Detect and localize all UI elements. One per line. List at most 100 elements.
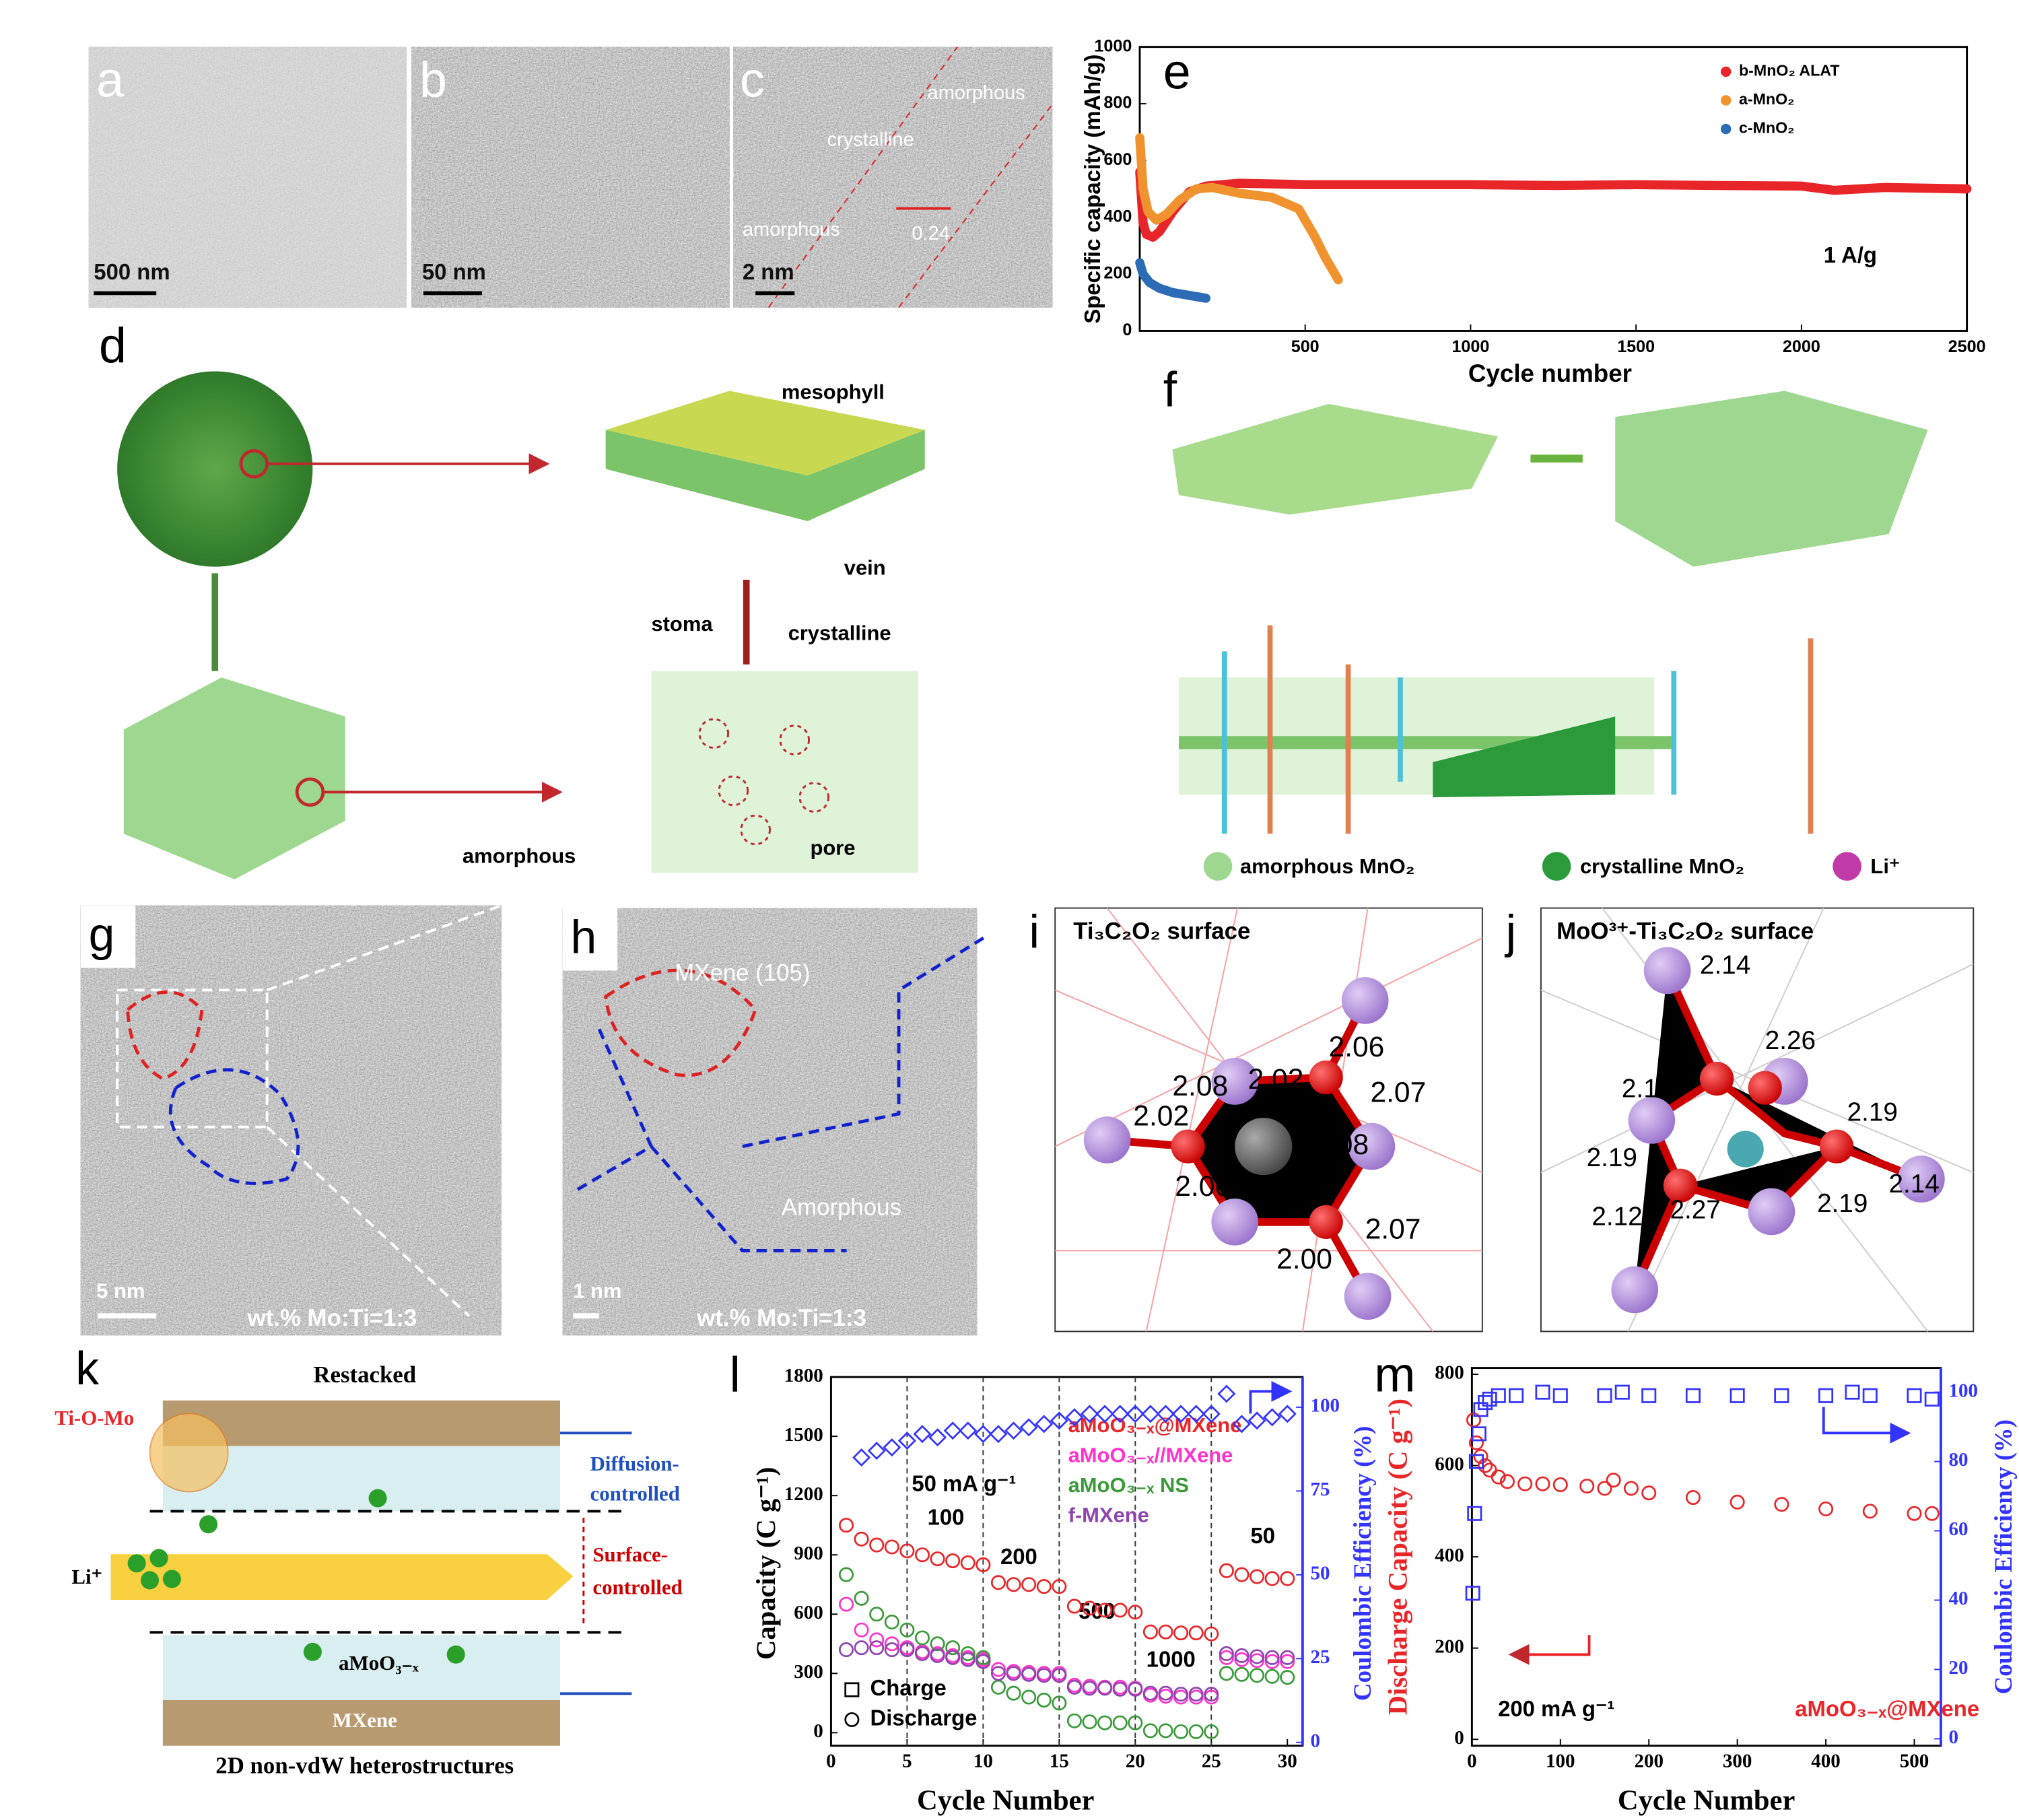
annotation: 50 mA g⁻¹ [912, 1471, 1016, 1495]
data-point [1173, 1687, 1189, 1702]
data-point [976, 1654, 991, 1669]
panel-label: k [75, 1342, 99, 1394]
scale-label: 2 nm [743, 259, 794, 284]
x-tick-label: 1000 [1451, 337, 1489, 356]
bond-length: 2.19 [1587, 1143, 1637, 1172]
data-point [1467, 1506, 1482, 1521]
bond-length: 2.12 [1592, 1202, 1642, 1231]
data-point [1141, 1405, 1160, 1423]
data-point [1004, 1421, 1023, 1440]
annotation: vein [844, 556, 886, 580]
data-point [930, 1636, 945, 1652]
zoom-box [116, 988, 269, 1128]
tem-g [80, 905, 502, 1336]
atoms-ti [1083, 977, 1396, 1320]
annotation: amorphous [928, 82, 1025, 104]
legend-entry: f-MXene [1068, 1503, 1149, 1526]
chart-arrows [1249, 1380, 1911, 1665]
data-point [1097, 1681, 1113, 1696]
data-point [1156, 1405, 1175, 1423]
panel-label: d [99, 317, 127, 373]
data-point [945, 1553, 961, 1569]
bond-length: 2.14 [1889, 1170, 1940, 1199]
panel-label: i [1029, 906, 1039, 958]
annotation: wt.% Mo:Ti=1:3 [247, 1305, 417, 1331]
data-point [1509, 1388, 1524, 1403]
annotation: 200 mA g⁻¹ [1498, 1696, 1614, 1721]
data-point [1219, 1650, 1234, 1665]
y-tick-label: 200 [1435, 1636, 1464, 1657]
data-point [1730, 1388, 1745, 1403]
data-point [854, 1640, 869, 1656]
data-point [1280, 1571, 1295, 1586]
data-point [1082, 1714, 1097, 1730]
data-point [990, 1575, 1006, 1590]
bond-length: 2.00 [1276, 1243, 1332, 1275]
data-point [1907, 1388, 1922, 1403]
bond-length: 2.02 [1133, 1100, 1189, 1132]
data-point [869, 1537, 885, 1553]
data-point [1280, 1670, 1295, 1685]
x-tick-label: 15 [1050, 1751, 1069, 1772]
x-tick-label: 100 [1546, 1751, 1575, 1772]
bond-length: 2.07 [1370, 1077, 1426, 1109]
data-point [1471, 1426, 1486, 1442]
data-point [1491, 1469, 1506, 1485]
illustration-f [1172, 391, 1928, 881]
data-point [1250, 1649, 1265, 1664]
data-point [884, 1636, 899, 1652]
data-point [1097, 1603, 1113, 1618]
moo3-layer [162, 1446, 560, 1512]
legend-entry: c-MnO₂ [1739, 119, 1794, 137]
label-box [80, 905, 136, 968]
data-point [897, 1431, 916, 1450]
data-point [1052, 1695, 1067, 1711]
data-point [1250, 1569, 1265, 1584]
y-tick-label: 0 [1122, 321, 1132, 339]
data-point [1641, 1388, 1657, 1403]
legend-marker [1720, 66, 1732, 77]
bond-length: 2.08 [1313, 1128, 1369, 1161]
annotation: Li⁺ [71, 1565, 102, 1588]
data-point [1036, 1579, 1052, 1594]
y2-tick-label: 25 [1310, 1646, 1330, 1668]
data-point [1468, 1454, 1484, 1469]
illustration-d [117, 371, 925, 880]
x-axis-title: Cycle Number [917, 1785, 1095, 1817]
data-point [1019, 1418, 1038, 1437]
bond-length: 2.06 [1329, 1031, 1385, 1063]
atoms-o [1171, 1060, 1343, 1240]
y2-tick-label: 0 [1949, 1726, 1959, 1748]
data-point [930, 1551, 945, 1567]
data-point [930, 1648, 945, 1663]
annotation: 0.24 [912, 223, 949, 244]
data-point [1066, 1679, 1082, 1695]
chart: 500 1000 1500 2000 2500 0 200 400 600 800 1000 e Cyc… [1080, 36, 1986, 387]
annotation: wt.% Mo:Ti=1:3 [696, 1305, 866, 1331]
axis-arrow [1249, 1380, 1293, 1414]
data-point [1499, 1474, 1515, 1489]
data-point [1097, 1715, 1113, 1730]
annotation: Surface- [592, 1543, 668, 1566]
annotation: Diffusion- [590, 1452, 679, 1475]
data-point [1128, 1715, 1143, 1730]
label-box [562, 908, 618, 971]
y-tick-label: 800 [1103, 94, 1132, 112]
title: Ti₃C₂O₂ surface [1073, 918, 1250, 945]
y2-tick-label: 20 [1949, 1657, 1969, 1679]
y-tick-label: 600 [1103, 150, 1132, 169]
mxene-layer [162, 1400, 560, 1446]
data-point [914, 1630, 930, 1646]
data-point [884, 1642, 899, 1658]
bond-length: 2.08 [1172, 1070, 1228, 1102]
annotation: crystalline [788, 621, 891, 644]
li-ions [127, 1489, 465, 1664]
panel-label: l [730, 1346, 741, 1402]
data-point [1188, 1625, 1204, 1641]
data-point [976, 1557, 991, 1572]
y-tick-label: 1800 [784, 1365, 823, 1386]
legend-swatch [1203, 852, 1233, 881]
scale-label: 500 nm [94, 259, 170, 284]
x-axis-title: Cycle Number [1618, 1785, 1795, 1817]
